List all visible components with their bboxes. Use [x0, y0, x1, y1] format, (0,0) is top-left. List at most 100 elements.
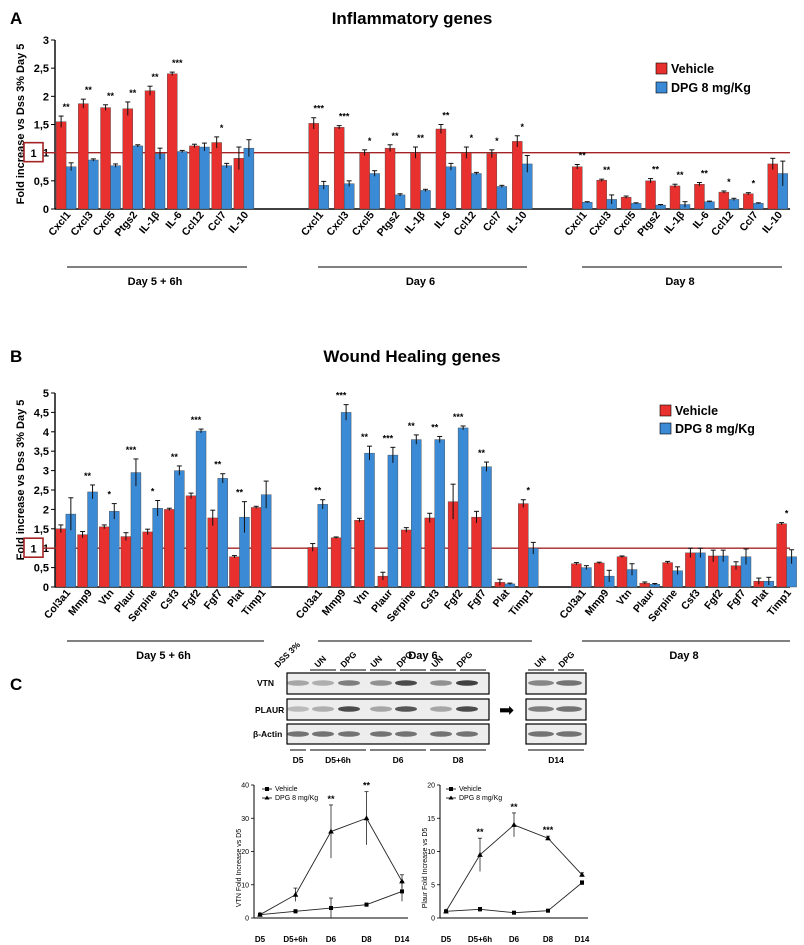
significance-label: ** [236, 488, 244, 498]
bar-dpg [695, 552, 706, 588]
blot-band [456, 731, 478, 737]
bar-vehicle [410, 152, 421, 210]
y-tick-label: 1,5 [34, 524, 49, 536]
bar-dpg [728, 199, 740, 210]
group-label: Day 5 + 6h [128, 276, 183, 288]
group-label: Day 5 + 6h [136, 650, 191, 662]
x-tick-label: Ptgs2 [635, 209, 663, 239]
bar-dpg [260, 494, 272, 588]
bar-vehicle [461, 152, 472, 210]
x-tick-label: Cxcl1 [299, 209, 326, 238]
y-tick-label: 20 [241, 849, 249, 856]
significance-label: *** [126, 445, 137, 455]
significance-label: ** [603, 165, 611, 175]
point-dpg [443, 908, 449, 914]
bar-vehicle [435, 128, 447, 210]
bar-dpg [582, 202, 593, 210]
reference-box [23, 141, 44, 163]
significance-label: * [368, 136, 372, 146]
significance-label: * [521, 122, 525, 132]
x-tick-label: D6 [326, 935, 337, 944]
blot-vtn-box [286, 672, 490, 695]
bar-vehicle [620, 196, 632, 210]
bar-vehicle [229, 556, 240, 588]
y-tick-label: 40 [241, 783, 249, 790]
blot-row-label: VTN [257, 678, 274, 688]
bar-dpg [364, 452, 375, 588]
bar-dpg [109, 511, 120, 588]
x-tick-label: Vtn [614, 587, 634, 608]
bar-dpg [343, 183, 355, 210]
legend-marker-vehicle [449, 787, 453, 791]
bar-dpg [199, 146, 210, 210]
x-tick-label: IL-1β [662, 209, 688, 236]
legend: Vehicle DPG 8 mg/Kg [655, 62, 751, 95]
group-label: Day 6 [406, 276, 435, 288]
significance-label: ** [652, 165, 660, 175]
wound-healing-chart: Wound Healing genes Fold increase vs Dss… [15, 347, 797, 662]
bar-vehicle [354, 520, 365, 588]
bar-vehicle [185, 495, 197, 588]
legend-marker-dpg [264, 795, 270, 800]
bar-dpg [369, 173, 380, 210]
bar-dpg [411, 439, 422, 588]
bar-dpg [221, 165, 232, 210]
bar-vehicle [359, 152, 370, 210]
bar-dpg [87, 491, 98, 588]
y-tick-label: 3 [43, 35, 49, 47]
legend-marker-dpg [448, 795, 454, 800]
point-vehicle [478, 907, 482, 912]
bar-vehicle [512, 141, 523, 210]
significance-label: ** [701, 169, 709, 179]
bar-dpg [581, 567, 592, 588]
bar-dpg [132, 145, 143, 210]
bar-dpg [434, 439, 445, 588]
significance-label: ** [442, 111, 450, 121]
point-vehicle [546, 908, 550, 913]
bar-vehicle [207, 517, 218, 588]
legend-label-vehicle: Vehicle [671, 62, 714, 76]
y-tick-label: 10 [427, 849, 435, 856]
x-tick-label: Cxcl5 [350, 209, 377, 238]
bar-vehicle [486, 153, 498, 210]
bar-vehicle [120, 536, 132, 588]
point-vehicle [580, 880, 584, 885]
blot-bottom-label: D6 [393, 755, 404, 765]
y-tick-label: 10 [241, 882, 249, 889]
bar-dpg [317, 504, 328, 588]
y-tick-label: 2 [43, 504, 49, 516]
bar-vehicle [144, 90, 156, 210]
reference-label: 1 [30, 148, 36, 160]
x-tick-label: IL-1β [137, 209, 163, 236]
x-tick-label: Fgf7 [465, 587, 489, 612]
reference-label: 1 [30, 544, 36, 556]
significance-label: *** [191, 415, 202, 425]
bar-vehicle [694, 184, 705, 210]
bar-vehicle [743, 193, 754, 210]
y-tick-label: 2,5 [34, 63, 49, 75]
bar-vehicle [250, 507, 262, 588]
y-tick-label: 4,5 [34, 407, 49, 419]
significance-label: ** [510, 802, 518, 812]
bar-vehicle [211, 142, 222, 210]
bar-vehicle [55, 528, 67, 588]
bar-dpg [481, 466, 492, 588]
point-dpg [545, 835, 551, 841]
blot-top-label: DPG [338, 649, 358, 669]
bar-vehicle [685, 552, 696, 588]
point-dpg [477, 851, 483, 857]
x-tick-label: IL-10 [505, 209, 530, 236]
group-label: Day 8 [669, 650, 698, 662]
blot-vtn-box-d14 [525, 672, 587, 695]
y-axis-label: Fold increase vs Dss 3% Day 5 [15, 44, 27, 205]
blot-band [430, 731, 452, 737]
group-label: Day 6 [408, 650, 437, 662]
y-tick-label: 2 [43, 91, 49, 103]
bar-dpg [753, 203, 764, 210]
blot-bottom-label: D5+6h [325, 755, 351, 765]
bar-vehicle [122, 108, 133, 210]
bar-vehicle [55, 121, 67, 210]
bar-dpg [457, 427, 469, 588]
bar-vehicle [776, 523, 787, 588]
